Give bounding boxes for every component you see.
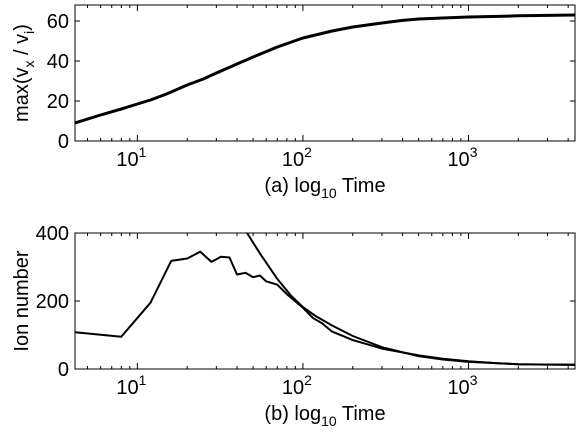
x-axis-label: (b) log10 Time (264, 403, 385, 429)
x-tick-label: 102 (282, 144, 312, 171)
series-line-1 (75, 13, 575, 125)
y-tick-label: 0 (58, 359, 69, 381)
x-tick-label: 101 (116, 372, 146, 399)
panel-a: 0 20 40 60 101 102 103 (a) log10 Time max(vx / v… (11, 4, 576, 201)
series-line-1 (75, 250, 575, 366)
plot-frame (74, 232, 576, 370)
y-tick-label: 20 (47, 91, 69, 113)
panel-b: 0 200 400 101 102 103 (b) log10 Time Ion number (11, 223, 576, 429)
x-tick-label: 103 (447, 372, 477, 399)
y-tick-label: 0 (58, 131, 69, 153)
y-tick-label: 400 (36, 223, 69, 245)
y-tick-label: 60 (47, 11, 69, 33)
x-tick-label: 102 (282, 372, 312, 399)
x-tick-label: 103 (447, 144, 477, 171)
x-tick-label: 101 (116, 144, 146, 171)
y-tick-label: 40 (47, 51, 69, 73)
y-tick-label: 200 (36, 291, 69, 313)
y-axis-label: max(vx / vi) (11, 24, 37, 122)
plot-frame (74, 4, 576, 142)
x-axis-label: (a) log10 Time (264, 175, 385, 201)
y-axis-label: Ion number (11, 250, 33, 352)
series-line-2 (246, 233, 575, 366)
